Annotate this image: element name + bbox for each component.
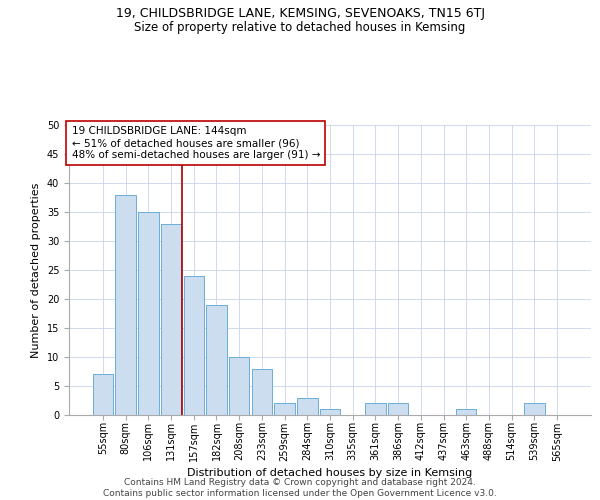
- Y-axis label: Number of detached properties: Number of detached properties: [31, 182, 41, 358]
- Bar: [115, 194, 136, 415]
- Bar: [365, 404, 386, 415]
- Bar: [206, 305, 227, 415]
- Text: Contains HM Land Registry data © Crown copyright and database right 2024.
Contai: Contains HM Land Registry data © Crown c…: [103, 478, 497, 498]
- Bar: [229, 357, 250, 415]
- Text: 19 CHILDSBRIDGE LANE: 144sqm
← 51% of detached houses are smaller (96)
48% of se: 19 CHILDSBRIDGE LANE: 144sqm ← 51% of de…: [71, 126, 320, 160]
- Bar: [456, 409, 476, 415]
- Text: Size of property relative to detached houses in Kemsing: Size of property relative to detached ho…: [134, 21, 466, 34]
- Bar: [161, 224, 181, 415]
- Bar: [388, 404, 409, 415]
- X-axis label: Distribution of detached houses by size in Kemsing: Distribution of detached houses by size …: [187, 468, 473, 477]
- Bar: [274, 404, 295, 415]
- Bar: [184, 276, 204, 415]
- Bar: [93, 374, 113, 415]
- Bar: [297, 398, 317, 415]
- Bar: [320, 409, 340, 415]
- Bar: [251, 368, 272, 415]
- Bar: [524, 404, 545, 415]
- Bar: [138, 212, 158, 415]
- Text: 19, CHILDSBRIDGE LANE, KEMSING, SEVENOAKS, TN15 6TJ: 19, CHILDSBRIDGE LANE, KEMSING, SEVENOAK…: [115, 8, 485, 20]
